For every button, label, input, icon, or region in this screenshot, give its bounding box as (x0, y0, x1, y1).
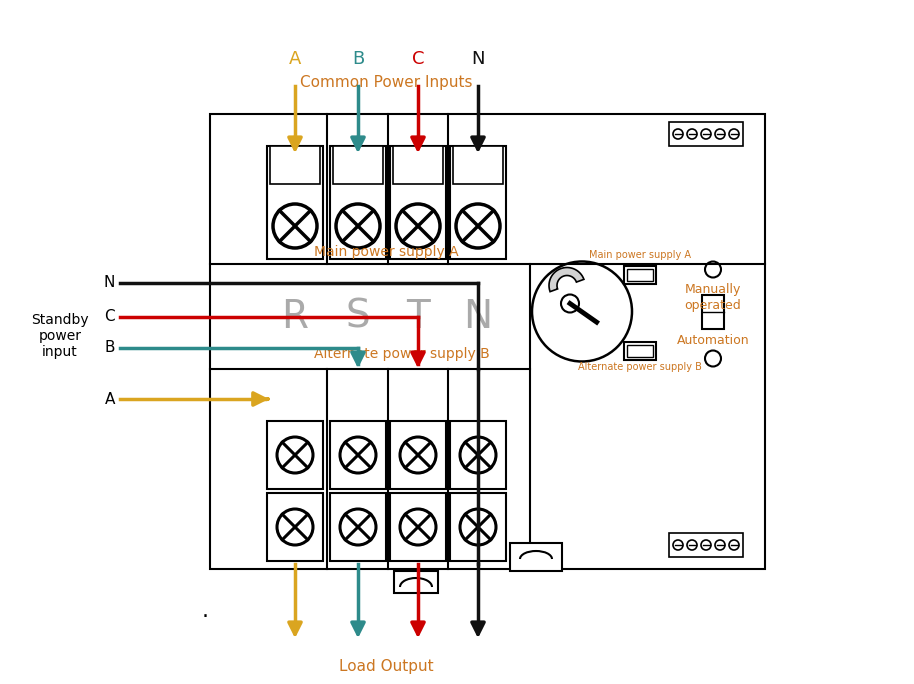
Text: N: N (103, 276, 115, 291)
Text: T: T (406, 298, 430, 335)
Text: C: C (104, 309, 115, 324)
Bar (267, 421, 323, 489)
Bar (210, 114, 765, 569)
Bar (627, 345, 653, 356)
Bar (330, 421, 386, 489)
Bar (390, 493, 446, 561)
Text: Automation: Automation (676, 334, 749, 347)
Text: Load Output: Load Output (339, 659, 434, 674)
Bar (267, 493, 323, 561)
Bar (453, 146, 503, 184)
Bar (330, 493, 386, 561)
Bar (450, 421, 506, 489)
Text: A: A (289, 50, 302, 68)
Text: B: B (104, 341, 115, 356)
Bar (390, 146, 446, 259)
Bar (669, 533, 743, 557)
Text: Alternate power supply B: Alternate power supply B (314, 347, 489, 361)
Text: N: N (472, 50, 484, 68)
Text: Main power supply A: Main power supply A (314, 245, 459, 259)
Text: Main power supply A: Main power supply A (589, 250, 691, 261)
Text: B: B (352, 50, 364, 68)
Bar (390, 421, 446, 489)
Bar (450, 493, 506, 561)
Bar (702, 295, 724, 328)
Bar (393, 146, 443, 184)
Text: C: C (411, 50, 424, 68)
Text: Common Power Inputs: Common Power Inputs (301, 75, 473, 90)
Bar (669, 122, 743, 146)
Bar (624, 265, 656, 283)
Bar (333, 146, 383, 184)
Text: Alternate power supply B: Alternate power supply B (578, 363, 702, 373)
Text: .: . (201, 601, 208, 621)
Text: N: N (463, 298, 493, 335)
Bar (624, 341, 656, 360)
Bar (267, 146, 323, 259)
Text: Standby
power
input: Standby power input (31, 313, 89, 359)
Text: A: A (104, 391, 115, 406)
Text: Manually
operated: Manually operated (685, 283, 741, 311)
Bar (270, 146, 320, 184)
Text: R: R (282, 298, 309, 335)
Bar (330, 146, 386, 259)
Bar (510, 543, 562, 571)
Bar (627, 269, 653, 280)
Text: S: S (345, 298, 370, 335)
Bar (394, 571, 438, 593)
Polygon shape (549, 267, 584, 291)
Bar (450, 146, 506, 259)
